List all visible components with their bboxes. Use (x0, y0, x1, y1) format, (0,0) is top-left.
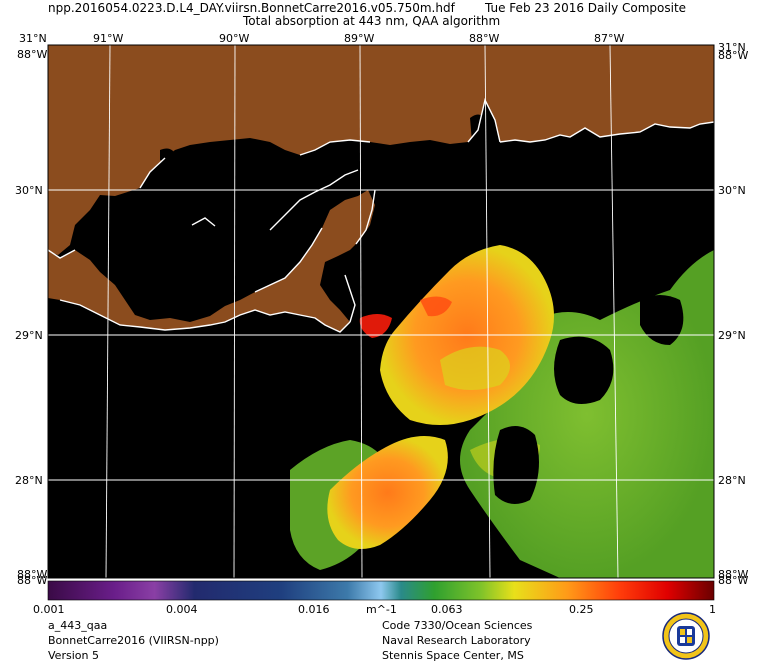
colorbar-unit: m^-1 (366, 603, 397, 616)
lon-label-91w: 91°W (93, 32, 124, 45)
lon-label-88w: 88°W (469, 32, 500, 45)
footer-location: Stennis Space Center, MS (382, 649, 524, 662)
no-data-gap (554, 336, 614, 404)
file-name-title: npp.2016054.0223.D.L4_DAY.viirsn.BonnetC… (48, 1, 455, 15)
footer-version: Version 5 (48, 649, 99, 662)
lat-label-28n: 28°N (15, 474, 43, 487)
corner-label-bottom-right-lower: 88°W (718, 574, 749, 587)
lon-label-89w: 89°W (344, 32, 375, 45)
lat-label-30n-right: 30°N (718, 184, 746, 197)
graticule (48, 44, 714, 579)
plume-red (420, 296, 452, 317)
map-land (48, 190, 375, 332)
lat-label-28n-right: 28°N (718, 474, 746, 487)
colorbar (47, 580, 715, 601)
corner-label-bottom-right-upper: 88°W (718, 568, 749, 581)
no-data-gap (493, 426, 539, 504)
lat-label-30n: 30°N (15, 184, 43, 197)
coastline (47, 97, 715, 333)
lat-label-corner-right: 31°N (718, 41, 746, 54)
corner-label-bottom-left-upper: 88°W (17, 568, 48, 581)
lake (190, 221, 215, 236)
lon-label-90w: 90°W (219, 32, 250, 45)
footer-lab: Naval Research Laboratory (382, 634, 531, 647)
date-title: Tue Feb 23 2016 Daily Composite (485, 1, 687, 15)
nrl-seal-logo (662, 612, 710, 660)
lat-label-corner: 31°N (19, 32, 47, 45)
colorbar-tick: 1 (709, 603, 716, 616)
plume-red (359, 314, 392, 338)
colorbar-tick: 0.25 (569, 603, 594, 616)
product-subtitle: Total absorption at 443 nm, QAA algorith… (243, 14, 501, 28)
colorbar-tick: 0.004 (166, 603, 198, 616)
footer-product: a_443_qaa (48, 619, 108, 632)
no-data-gap (640, 295, 684, 345)
plume-yellow (440, 346, 510, 390)
corner-label-bottom-left-lower: 88°W (17, 574, 48, 587)
lat-label-29n-right: 29°N (718, 329, 746, 342)
footer-dataset: BonnetCarre2016 (VIIRSN-npp) (48, 634, 219, 647)
lon-label-corner: 88°W (17, 48, 48, 61)
map-frame (47, 44, 715, 579)
lon-label-corner-right: 88°W (718, 49, 749, 62)
colorbar-tick: 0.016 (298, 603, 330, 616)
map-land (48, 45, 714, 255)
lon-label-87w: 87°W (594, 32, 625, 45)
plume-orange (327, 436, 448, 549)
colorbar-tick: 0.001 (33, 603, 65, 616)
lake (191, 146, 255, 185)
lat-label-29n: 29°N (15, 329, 43, 342)
colorbar-tick: 0.063 (431, 603, 463, 616)
footer-code: Code 7330/Ocean Sciences (382, 619, 533, 632)
